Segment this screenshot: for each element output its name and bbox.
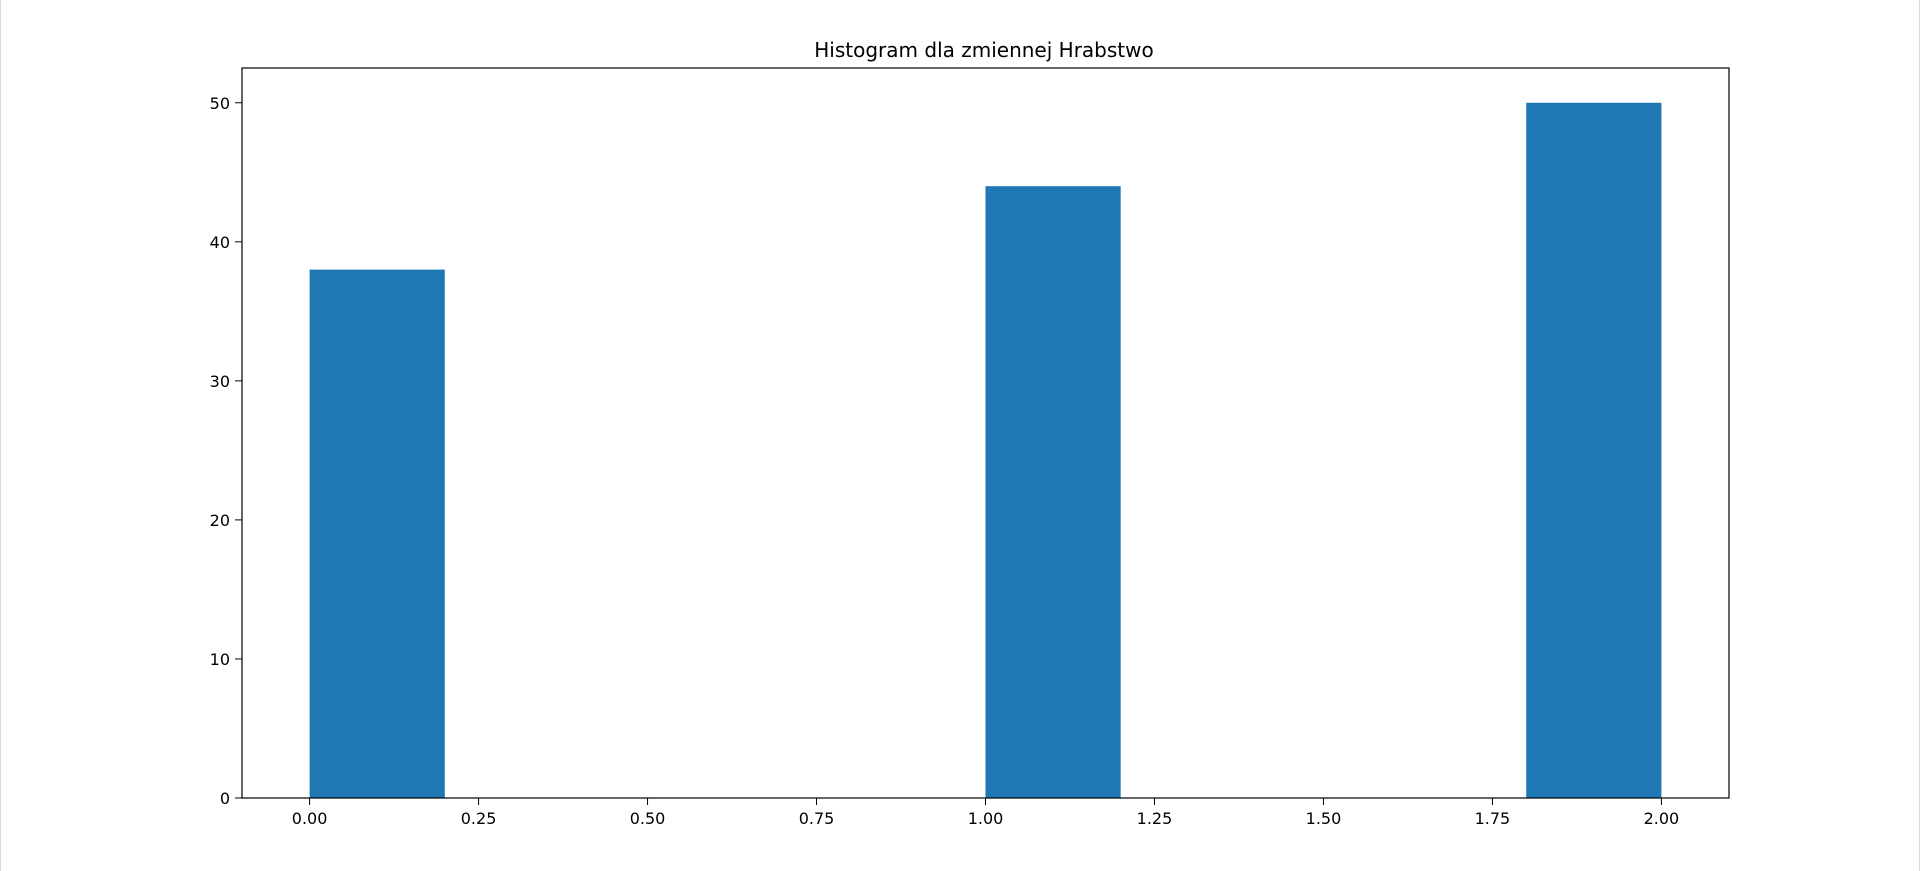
x-tick-label: 1.25 (1137, 809, 1173, 828)
histogram-bar (1526, 102, 1662, 798)
chart-title: Histogram dla zmiennej Hrabstwo (814, 38, 1153, 62)
x-axis: 0.00 0.25 0.50 0.75 1.00 1.25 1.50 1.75 2.00 (292, 798, 1679, 828)
y-tick-label: 0 (220, 789, 230, 808)
histogram-bar (309, 269, 445, 799)
x-tick-label: 1.75 (1475, 809, 1511, 828)
histogram-bar (985, 186, 1121, 798)
x-tick-label: 0.50 (630, 809, 666, 828)
y-axis: 0 10 20 30 40 50 (210, 94, 242, 808)
bars (309, 102, 1662, 799)
x-tick-label: 1.00 (968, 809, 1004, 828)
y-tick-label: 40 (210, 233, 230, 252)
y-tick-label: 20 (210, 511, 230, 530)
x-tick-label: 0.00 (292, 809, 328, 828)
y-tick-label: 30 (210, 372, 230, 391)
x-tick-label: 2.00 (1644, 809, 1680, 828)
x-tick-label: 1.50 (1306, 809, 1342, 828)
y-tick-label: 10 (210, 650, 230, 669)
y-tick-label: 50 (210, 94, 230, 113)
x-tick-label: 0.25 (461, 809, 497, 828)
x-tick-label: 0.75 (799, 809, 835, 828)
